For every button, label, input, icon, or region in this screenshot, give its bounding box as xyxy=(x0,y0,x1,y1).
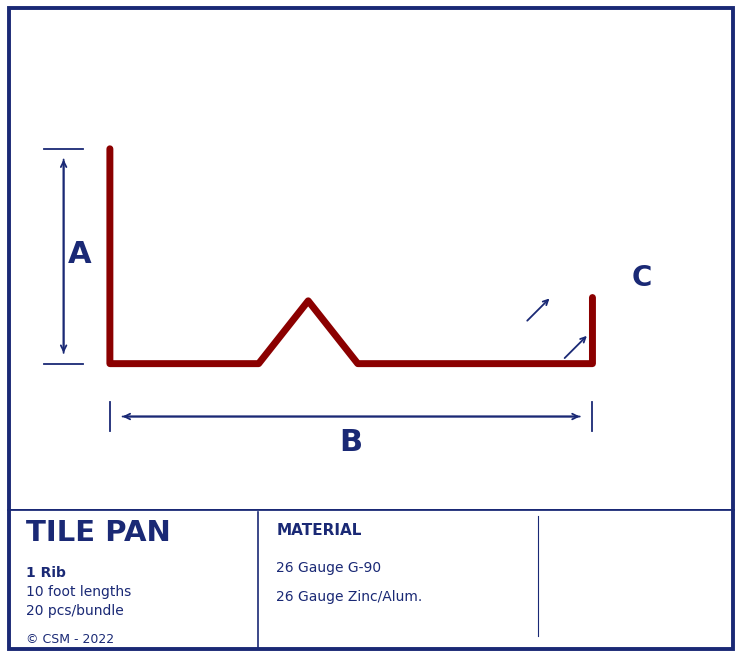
Text: 26 Gauge G-90: 26 Gauge G-90 xyxy=(277,562,381,576)
Text: B: B xyxy=(340,428,363,457)
Text: 26 Gauge Zinc/Alum.: 26 Gauge Zinc/Alum. xyxy=(277,590,423,604)
Text: A: A xyxy=(68,240,92,269)
Text: MATERIAL: MATERIAL xyxy=(277,523,362,538)
Text: 1 Rib: 1 Rib xyxy=(26,566,65,579)
Text: TILE PAN: TILE PAN xyxy=(26,519,171,547)
Text: © CSM - 2022: © CSM - 2022 xyxy=(26,633,114,646)
Text: 10 foot lengths: 10 foot lengths xyxy=(26,585,131,599)
Text: C: C xyxy=(632,263,652,292)
Text: 20 pcs/bundle: 20 pcs/bundle xyxy=(26,604,123,618)
